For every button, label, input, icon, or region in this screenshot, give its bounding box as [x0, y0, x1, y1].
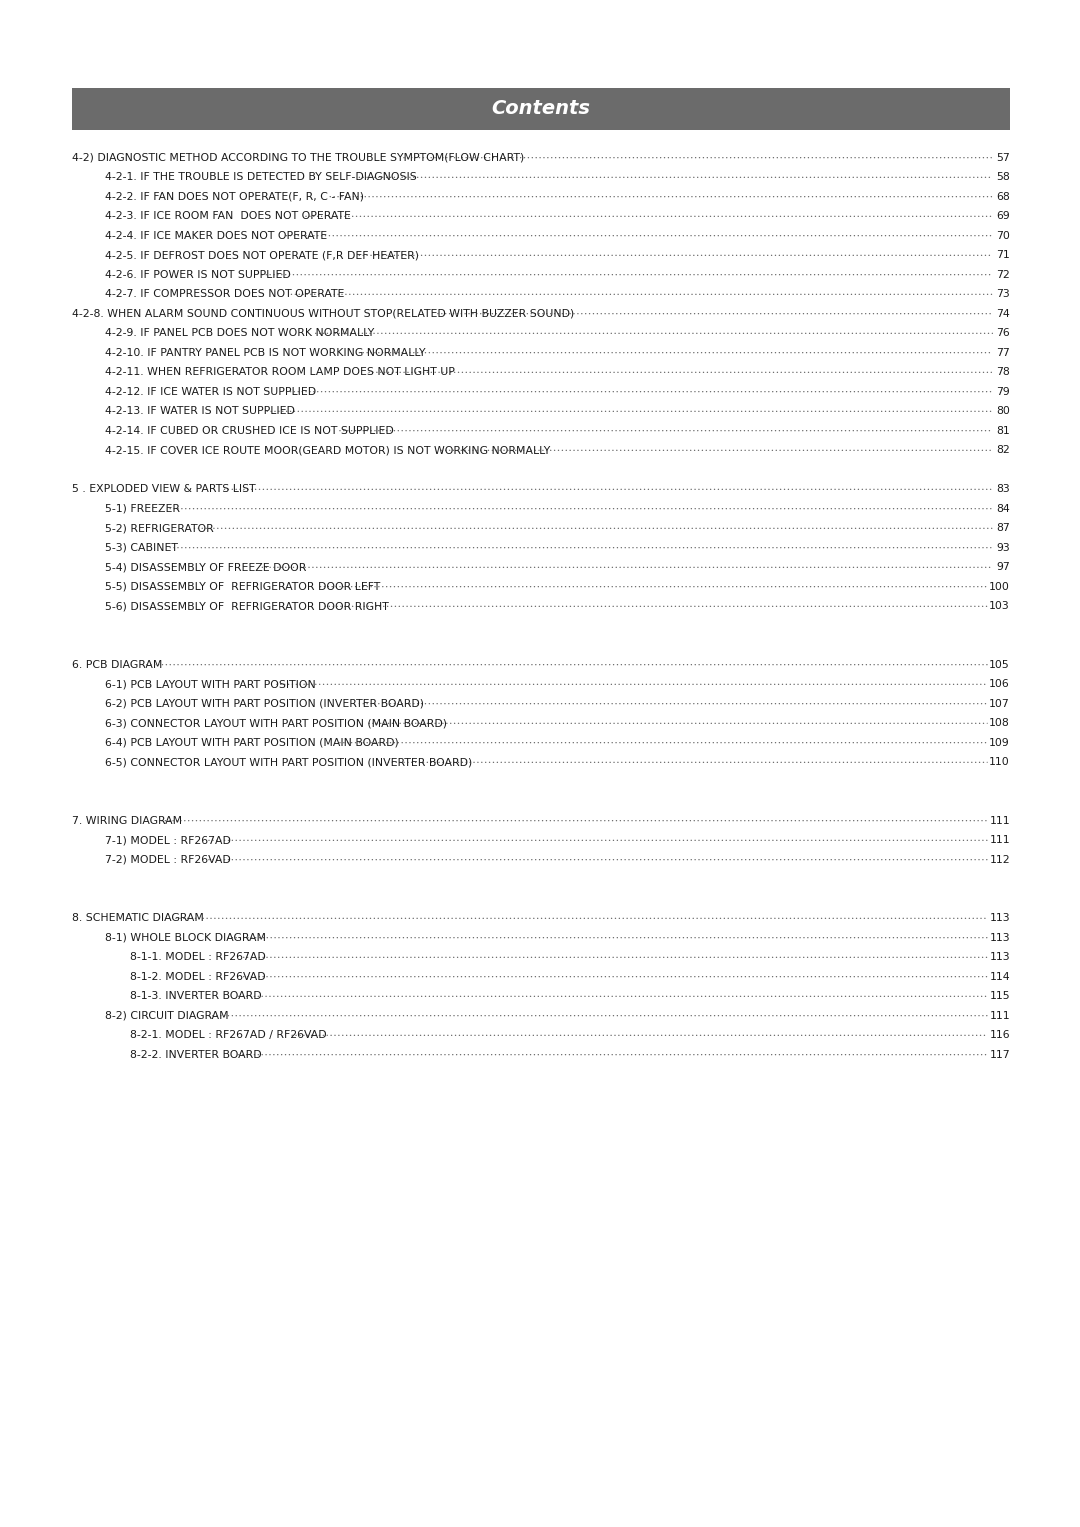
Text: 4-2-2. IF FAN DOES NOT OPERATE(F, R, C - FAN): 4-2-2. IF FAN DOES NOT OPERATE(F, R, C -…: [105, 192, 364, 202]
Text: 8-1-2. MODEL : RF26VAD: 8-1-2. MODEL : RF26VAD: [130, 971, 266, 982]
Text: 107: 107: [989, 699, 1010, 709]
Text: 5-3) CABINET: 5-3) CABINET: [105, 542, 178, 553]
Text: 5-2) REFRIGERATOR: 5-2) REFRIGERATOR: [105, 524, 214, 533]
Text: 4-2-11. WHEN REFRIGERATOR ROOM LAMP DOES NOT LIGHT UP: 4-2-11. WHEN REFRIGERATOR ROOM LAMP DOES…: [105, 368, 455, 377]
Text: 87: 87: [996, 524, 1010, 533]
Text: 108: 108: [989, 718, 1010, 728]
Text: 5-6) DISASSEMBLY OF  REFRIGERATOR DOOR RIGHT: 5-6) DISASSEMBLY OF REFRIGERATOR DOOR RI…: [105, 602, 389, 611]
Text: 68: 68: [996, 192, 1010, 202]
Text: 117: 117: [989, 1049, 1010, 1060]
Text: 112: 112: [989, 855, 1010, 864]
Text: 81: 81: [996, 426, 1010, 435]
Text: 74: 74: [996, 308, 1010, 319]
Text: 4-2-14. IF CUBED OR CRUSHED ICE IS NOT SUPPLIED: 4-2-14. IF CUBED OR CRUSHED ICE IS NOT S…: [105, 426, 394, 435]
Text: 72: 72: [996, 270, 1010, 279]
Text: 4-2-12. IF ICE WATER IS NOT SUPPLIED: 4-2-12. IF ICE WATER IS NOT SUPPLIED: [105, 386, 316, 397]
Text: 5 . EXPLODED VIEW & PARTS LIST: 5 . EXPLODED VIEW & PARTS LIST: [72, 484, 256, 495]
Text: 4-2-13. IF WATER IS NOT SUPPLIED: 4-2-13. IF WATER IS NOT SUPPLIED: [105, 406, 295, 417]
Text: 7-1) MODEL : RF267AD: 7-1) MODEL : RF267AD: [105, 835, 231, 846]
Text: 111: 111: [989, 1011, 1010, 1020]
Text: 103: 103: [989, 602, 1010, 611]
Text: 6-2) PCB LAYOUT WITH PART POSITION (INVERTER BOARD): 6-2) PCB LAYOUT WITH PART POSITION (INVE…: [105, 699, 424, 709]
Text: 6-3) CONNECTOR LAYOUT WITH PART POSITION (MAIN BOARD): 6-3) CONNECTOR LAYOUT WITH PART POSITION…: [105, 718, 447, 728]
Text: 105: 105: [989, 660, 1010, 670]
Text: 97: 97: [996, 562, 1010, 573]
Text: 8. SCHEMATIC DIAGRAM: 8. SCHEMATIC DIAGRAM: [72, 913, 204, 924]
Text: 6. PCB DIAGRAM: 6. PCB DIAGRAM: [72, 660, 162, 670]
Text: 4-2-6. IF POWER IS NOT SUPPLIED: 4-2-6. IF POWER IS NOT SUPPLIED: [105, 270, 291, 279]
Text: 4-2-15. IF COVER ICE ROUTE MOOR(GEARD MOTOR) IS NOT WORKING NORMALLY: 4-2-15. IF COVER ICE ROUTE MOOR(GEARD MO…: [105, 446, 550, 455]
Text: 93: 93: [996, 542, 1010, 553]
Text: 78: 78: [996, 368, 1010, 377]
Text: 79: 79: [996, 386, 1010, 397]
Text: 8-2-2. INVERTER BOARD: 8-2-2. INVERTER BOARD: [130, 1049, 261, 1060]
Text: 4-2-4. IF ICE MAKER DOES NOT OPERATE: 4-2-4. IF ICE MAKER DOES NOT OPERATE: [105, 231, 327, 241]
Text: 116: 116: [989, 1031, 1010, 1040]
Text: 80: 80: [996, 406, 1010, 417]
Text: 84: 84: [996, 504, 1010, 513]
Text: 109: 109: [989, 738, 1010, 748]
Text: 58: 58: [996, 173, 1010, 182]
Text: 69: 69: [996, 211, 1010, 221]
Text: 8-2) CIRCUIT DIAGRAM: 8-2) CIRCUIT DIAGRAM: [105, 1011, 229, 1020]
Text: 8-1-3. INVERTER BOARD: 8-1-3. INVERTER BOARD: [130, 991, 261, 1002]
Text: 8-1-1. MODEL : RF267AD: 8-1-1. MODEL : RF267AD: [130, 953, 266, 962]
Text: 4-2-3. IF ICE ROOM FAN  DOES NOT OPERATE: 4-2-3. IF ICE ROOM FAN DOES NOT OPERATE: [105, 211, 351, 221]
Text: 114: 114: [989, 971, 1010, 982]
Text: 4-2-5. IF DEFROST DOES NOT OPERATE (F,R DEF HEATER): 4-2-5. IF DEFROST DOES NOT OPERATE (F,R …: [105, 250, 419, 260]
Text: 70: 70: [996, 231, 1010, 241]
Text: 5-5) DISASSEMBLY OF  REFRIGERATOR DOOR LEFT: 5-5) DISASSEMBLY OF REFRIGERATOR DOOR LE…: [105, 582, 380, 592]
Text: 4-2) DIAGNOSTIC METHOD ACCORDING TO THE TROUBLE SYMPTOM(FLOW CHART): 4-2) DIAGNOSTIC METHOD ACCORDING TO THE …: [72, 153, 524, 163]
Text: Contents: Contents: [491, 99, 591, 119]
Text: 71: 71: [996, 250, 1010, 260]
Text: 7-2) MODEL : RF26VAD: 7-2) MODEL : RF26VAD: [105, 855, 231, 864]
Text: 110: 110: [989, 757, 1010, 767]
Text: 5-1) FREEZER: 5-1) FREEZER: [105, 504, 180, 513]
Text: 100: 100: [989, 582, 1010, 592]
Text: 8-1) WHOLE BLOCK DIAGRAM: 8-1) WHOLE BLOCK DIAGRAM: [105, 933, 266, 942]
Text: 82: 82: [996, 446, 1010, 455]
Text: 113: 113: [989, 913, 1010, 924]
Text: 4-2-9. IF PANEL PCB DOES NOT WORK NORMALLY: 4-2-9. IF PANEL PCB DOES NOT WORK NORMAL…: [105, 328, 375, 339]
Text: 8-2-1. MODEL : RF267AD / RF26VAD: 8-2-1. MODEL : RF267AD / RF26VAD: [130, 1031, 326, 1040]
Text: 111: 111: [989, 835, 1010, 846]
Text: 6-5) CONNECTOR LAYOUT WITH PART POSITION (INVERTER BOARD): 6-5) CONNECTOR LAYOUT WITH PART POSITION…: [105, 757, 472, 767]
Text: 73: 73: [996, 289, 1010, 299]
Text: 115: 115: [989, 991, 1010, 1002]
Text: 6-4) PCB LAYOUT WITH PART POSITION (MAIN BOARD): 6-4) PCB LAYOUT WITH PART POSITION (MAIN…: [105, 738, 399, 748]
Text: 6-1) PCB LAYOUT WITH PART POSITION: 6-1) PCB LAYOUT WITH PART POSITION: [105, 680, 315, 689]
Text: 83: 83: [996, 484, 1010, 495]
Text: 4-2-7. IF COMPRESSOR DOES NOT OPERATE: 4-2-7. IF COMPRESSOR DOES NOT OPERATE: [105, 289, 345, 299]
Text: 113: 113: [989, 933, 1010, 942]
Text: 76: 76: [996, 328, 1010, 339]
Text: 77: 77: [996, 348, 1010, 357]
Text: 4-2-10. IF PANTRY PANEL PCB IS NOT WORKING NORMALLY: 4-2-10. IF PANTRY PANEL PCB IS NOT WORKI…: [105, 348, 426, 357]
Bar: [72, 89, 1010, 130]
Text: 57: 57: [996, 153, 1010, 163]
Text: 7. WIRING DIAGRAM: 7. WIRING DIAGRAM: [72, 815, 183, 826]
Text: 4-2-8. WHEN ALARM SOUND CONTINUOUS WITHOUT STOP(RELATED WITH BUZZER SOUND): 4-2-8. WHEN ALARM SOUND CONTINUOUS WITHO…: [72, 308, 575, 319]
Text: 106: 106: [989, 680, 1010, 689]
Text: 5-4) DISASSEMBLY OF FREEZE DOOR: 5-4) DISASSEMBLY OF FREEZE DOOR: [105, 562, 307, 573]
Text: 113: 113: [989, 953, 1010, 962]
Text: 111: 111: [989, 815, 1010, 826]
Text: 4-2-1. IF THE TROUBLE IS DETECTED BY SELF-DIAGNOSIS: 4-2-1. IF THE TROUBLE IS DETECTED BY SEL…: [105, 173, 417, 182]
